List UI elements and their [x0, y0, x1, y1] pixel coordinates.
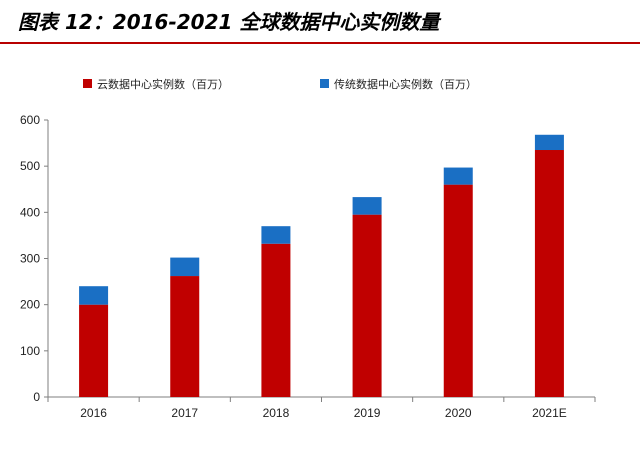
legend-swatch	[83, 79, 92, 88]
x-tick-label: 2017	[171, 406, 198, 420]
bar-cloud-segment	[170, 276, 200, 397]
bar-cloud-segment	[261, 243, 291, 397]
y-tick-label: 500	[20, 159, 40, 173]
bar-traditional-segment	[352, 197, 382, 215]
bar-traditional-segment	[443, 167, 473, 185]
bar-cloud-segment	[352, 214, 382, 397]
y-tick-label: 400	[20, 205, 40, 219]
x-tick-label: 2016	[80, 406, 107, 420]
bar-traditional-segment	[170, 257, 200, 277]
bar-traditional-segment	[261, 226, 291, 244]
bar-cloud-segment	[443, 184, 473, 397]
axes	[44, 119, 596, 402]
y-tick-label: 300	[20, 252, 40, 266]
bar-traditional-segment	[79, 286, 109, 305]
x-tick-label: 2020	[445, 406, 472, 420]
legend-label: 传统数据中心实例数（百万）	[334, 77, 477, 91]
tick-labels: 0 100 200 300 400 500 600 2016 2017 2018 2019 2020 2…	[20, 113, 567, 420]
y-tick-label: 100	[20, 344, 40, 358]
y-tick-label: 200	[20, 298, 40, 312]
y-tick-label: 0	[33, 390, 40, 404]
x-tick-label: 2019	[354, 406, 381, 420]
title-underline	[0, 42, 640, 44]
legend-swatch	[320, 79, 329, 88]
bar-cloud-segment	[534, 150, 564, 397]
bars	[79, 134, 564, 397]
bar-cloud-segment	[79, 304, 109, 397]
legend: 云数据中心实例数（百万） 传统数据中心实例数（百万）	[83, 77, 477, 91]
legend-label: 云数据中心实例数（百万）	[97, 77, 229, 91]
y-tick-label: 600	[20, 113, 40, 127]
bar-traditional-segment	[534, 134, 564, 151]
chart-title: 图表 12：2016-2021 全球数据中心实例数量	[18, 10, 440, 34]
x-tick-label: 2021E	[532, 406, 567, 420]
x-tick-label: 2018	[263, 406, 290, 420]
